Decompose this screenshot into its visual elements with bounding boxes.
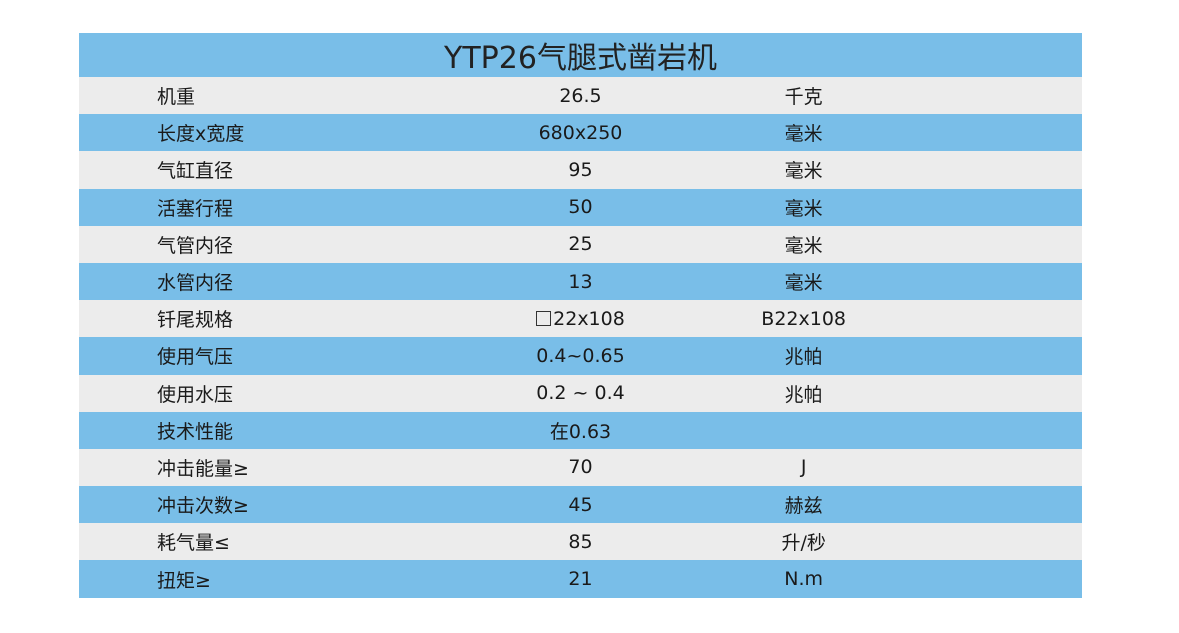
- table-row: 使用气压 0.4~0.65 兆帕: [79, 337, 1082, 375]
- row-label: 使用气压: [79, 337, 414, 375]
- row-label: 机重: [79, 77, 414, 115]
- row-label: 气缸直径: [79, 151, 414, 189]
- table-row: 气缸直径 95 毫米: [79, 151, 1082, 189]
- row-label: 活塞行程: [79, 188, 414, 226]
- row-unit: J: [800, 456, 807, 479]
- row-unit: 毫米: [784, 234, 823, 257]
- row-value: 21: [413, 560, 748, 598]
- row-unit: 兆帕: [784, 346, 823, 369]
- row-unit: 千克: [784, 86, 823, 109]
- table-row: 机重 26.5 千克: [79, 77, 1082, 115]
- row-unit: N.m: [784, 568, 824, 591]
- row-unit: 毫米: [784, 160, 823, 183]
- row-label: 耗气量≤: [79, 523, 414, 561]
- row-label: 气管内径: [79, 225, 414, 263]
- row-value: 0.2 ~ 0.4: [413, 374, 748, 412]
- row-label: 技术性能: [79, 411, 414, 449]
- row-value: 50: [413, 188, 748, 226]
- row-label: 冲击次数≥: [79, 486, 414, 524]
- row-unit: 毫米: [784, 272, 823, 295]
- table-row: 钎尾规格 22x108 B22x108: [79, 300, 1082, 338]
- row-label: 水管内径: [79, 262, 414, 301]
- spec-table: YTP26气腿式凿岩机 机重 26.5 千克 长度x宽度 680x250 毫米 …: [79, 33, 1082, 598]
- row-value: 45: [413, 486, 748, 524]
- row-unit: 兆帕: [784, 383, 823, 406]
- table-row: 耗气量≤ 85 升/秒: [79, 523, 1082, 561]
- row-value: 70: [413, 448, 748, 487]
- row-unit: 毫米: [784, 123, 823, 146]
- table-title: YTP26气腿式凿岩机: [79, 33, 1082, 77]
- row-unit: 毫米: [784, 197, 823, 220]
- row-value: 85: [413, 523, 748, 561]
- row-unit: B22x108: [761, 307, 847, 330]
- row-value: 680x250: [413, 114, 748, 152]
- table-title-row: YTP26气腿式凿岩机: [79, 33, 1082, 77]
- table-row: 使用水压 0.2 ~ 0.4 兆帕: [79, 374, 1082, 412]
- row-value: 22x108: [553, 307, 625, 330]
- row-label: 长度x宽度: [79, 114, 414, 152]
- row-value: 26.5: [413, 77, 748, 115]
- row-value-cell: 22x108: [413, 300, 748, 338]
- row-label: 冲击能量≥: [79, 448, 414, 487]
- row-unit: 升/秒: [781, 532, 826, 555]
- table-row: 气管内径 25 毫米: [79, 225, 1082, 263]
- spec-table-body: YTP26气腿式凿岩机 机重 26.5 千克 长度x宽度 680x250 毫米 …: [79, 33, 1082, 598]
- row-label: 使用水压: [79, 374, 414, 412]
- table-row: 冲击能量≥ 70 J: [79, 448, 1082, 487]
- row-value: 在0.63: [413, 411, 748, 449]
- row-label: 钎尾规格: [79, 300, 414, 338]
- row-value: 0.4~0.65: [413, 337, 748, 375]
- square-icon: [536, 310, 552, 326]
- row-value: 25: [413, 225, 748, 263]
- table-row: 技术性能 在0.63: [79, 411, 1082, 449]
- table-row: 长度x宽度 680x250 毫米: [79, 114, 1082, 152]
- table-row: 水管内径 13 毫米: [79, 262, 1082, 301]
- row-unit: 赫兹: [784, 495, 823, 518]
- table-row: 活塞行程 50 毫米: [79, 188, 1082, 226]
- table-row: 扭矩≥ 21 N.m: [79, 560, 1082, 598]
- row-label: 扭矩≥: [79, 560, 414, 598]
- row-value: 13: [413, 262, 748, 301]
- row-value: 95: [413, 151, 748, 189]
- table-row: 冲击次数≥ 45 赫兹: [79, 486, 1082, 524]
